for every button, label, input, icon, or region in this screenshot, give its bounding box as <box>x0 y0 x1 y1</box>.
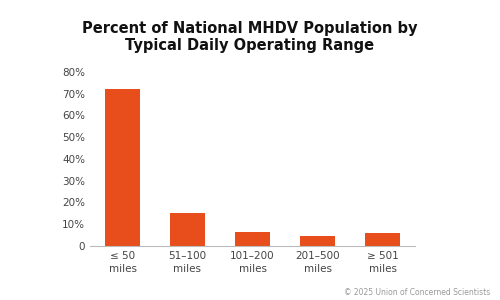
Bar <box>300 236 336 246</box>
Bar <box>234 232 270 246</box>
Text: Percent of National MHDV Population by
Typical Daily Operating Range: Percent of National MHDV Population by T… <box>82 21 418 53</box>
Bar <box>104 89 141 246</box>
Bar <box>364 233 400 246</box>
Bar <box>170 213 205 246</box>
Text: © 2025 Union of Concerned Scientists: © 2025 Union of Concerned Scientists <box>344 288 490 297</box>
